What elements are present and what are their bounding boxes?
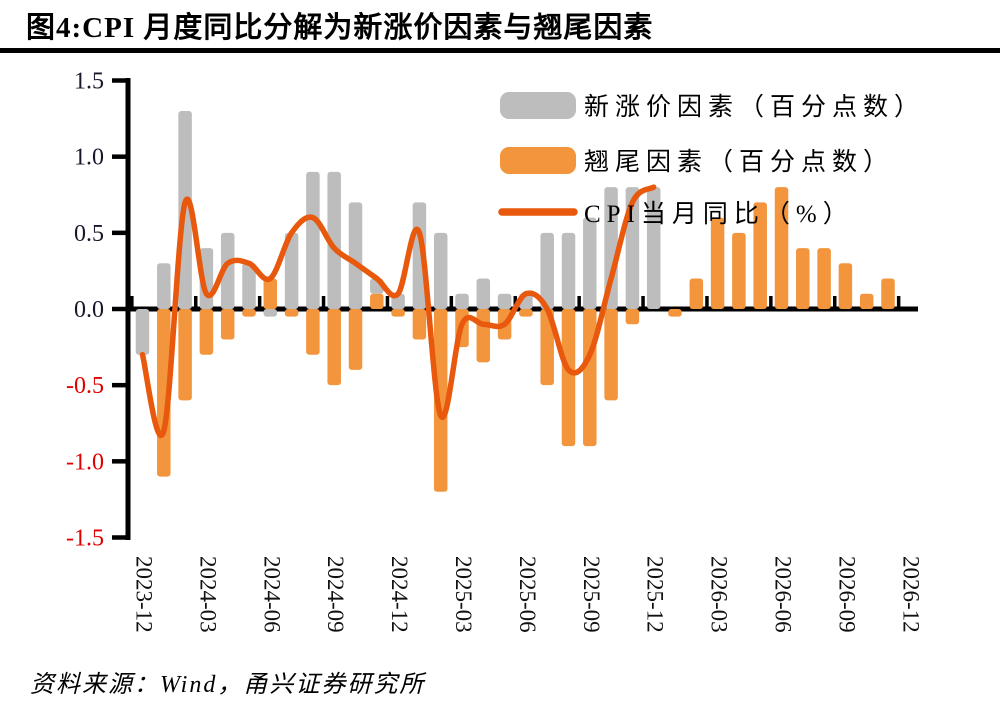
new-price-bar	[476, 278, 491, 309]
legend-swatch	[500, 147, 576, 174]
carryover-bar	[796, 248, 810, 309]
carryover-bar	[327, 309, 341, 386]
carryover-bar	[199, 309, 214, 355]
new-price-bar	[455, 293, 469, 309]
new-price-bar	[135, 309, 150, 355]
x-axis-label: 2025-12	[643, 556, 668, 633]
cpi-line	[139, 184, 657, 438]
carryover-bar	[881, 278, 895, 309]
new-price-bar	[327, 171, 341, 309]
carryover-bar	[263, 278, 278, 309]
legend-label: CPI当月同比（%）	[584, 200, 854, 228]
carryover-bar	[732, 232, 746, 309]
carryover-bar	[689, 278, 704, 309]
new-price-bar	[157, 263, 171, 309]
carryover-bar	[348, 309, 363, 370]
new-price-bar	[646, 187, 661, 309]
new-price-bar	[604, 187, 618, 309]
title-underline	[0, 48, 1000, 53]
y-axis-label: 1.5	[74, 69, 104, 95]
carryover-bar	[220, 309, 235, 340]
new-price-bar	[242, 263, 256, 309]
carryover-bar	[668, 309, 682, 317]
x-axis-label: 2026-09	[834, 556, 859, 633]
x-axis-label: 2024-09	[323, 556, 348, 633]
y-axis-label: 0.5	[74, 221, 104, 247]
carryover-bar	[540, 309, 554, 386]
legend-label: 翘尾因素（百分点数）	[584, 148, 894, 176]
x-axis-label: 2026-03	[707, 556, 732, 633]
carryover-bar	[561, 309, 576, 447]
legend: 新涨价因素（百分点数） 翘尾因素（百分点数） CPI当月同比（%）	[498, 92, 925, 228]
new-price-bar	[348, 202, 363, 309]
y-axis-label: 0.0	[74, 297, 104, 323]
carryover-bar	[838, 263, 853, 309]
carryover-bar	[817, 248, 831, 309]
new-price-bar	[433, 232, 448, 309]
x-axis-label: 2024-06	[259, 556, 284, 633]
x-axis-label: 2026-06	[771, 556, 796, 633]
chart-title: 图4:CPI 月度同比分解为新涨价因素与翘尾因素	[26, 12, 654, 44]
y-axis-label: 1.0	[74, 145, 104, 171]
y-axis-label: -1.5	[66, 525, 104, 551]
new-price-bar	[561, 232, 576, 309]
new-price-bar	[583, 217, 597, 309]
y-axis-label: -1.0	[66, 449, 104, 475]
carryover-bar	[242, 309, 256, 317]
carryover-bar	[583, 309, 597, 447]
x-axis-label: 2025-06	[515, 556, 540, 633]
carryover-bar	[433, 309, 448, 492]
carryover-bar	[710, 217, 725, 309]
new-price-bar	[540, 232, 554, 309]
legend-swatch	[500, 92, 576, 119]
carryover-bar	[604, 309, 618, 401]
x-axis-label: 2025-03	[451, 556, 476, 633]
new-price-bar	[284, 232, 299, 309]
new-price-bar	[497, 293, 512, 309]
carryover-bar	[178, 309, 192, 401]
carryover-bar	[306, 309, 320, 355]
carryover-bar	[370, 293, 384, 309]
cpi-decomposition-chart: 1.5 1.0 0.5 0.0 -0.5 -1.0 -1.5 2023-12 2024-03 20…	[66, 69, 925, 633]
new-price-bar	[220, 232, 235, 309]
new-price-bar	[306, 171, 320, 309]
carryover-bar	[476, 309, 491, 363]
carryover-bar	[412, 309, 427, 340]
carryover-bar	[519, 309, 533, 317]
carryover-bar	[625, 309, 640, 325]
y-axis-label: -0.5	[66, 373, 104, 399]
carryover-bar	[284, 309, 299, 317]
x-axis-label: 2023-12	[132, 556, 157, 633]
carryover-bar	[774, 187, 789, 309]
x-axis-label: 2024-03	[195, 556, 220, 633]
new-price-bar	[263, 309, 278, 317]
x-axis-label: 2025-09	[579, 556, 604, 633]
x-axis-label: 2024-12	[387, 556, 412, 633]
carryover-bar	[753, 202, 767, 309]
source-note: 资料来源：Wind，甬兴证券研究所	[30, 672, 426, 698]
carryover-bar	[391, 309, 405, 317]
legend-label: 新涨价因素（百分点数）	[584, 93, 925, 121]
carryover-bar	[859, 293, 874, 309]
x-axis-label: 2026-12	[898, 556, 923, 633]
